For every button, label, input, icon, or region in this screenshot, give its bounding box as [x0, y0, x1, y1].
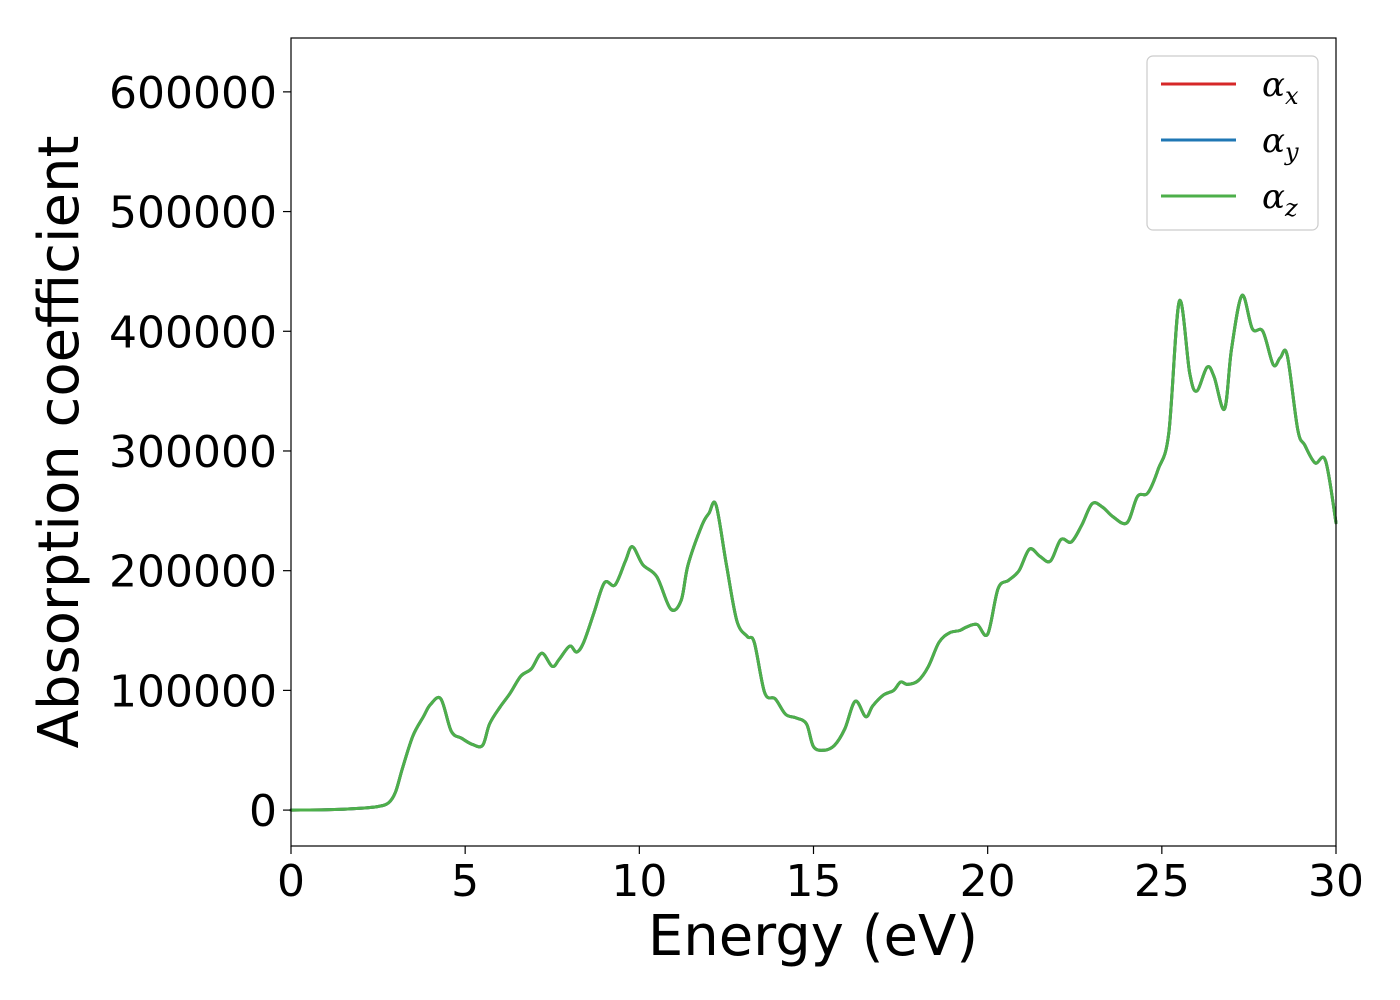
y-tick-label: 500000: [109, 188, 277, 239]
x-tick-label: 5: [451, 856, 479, 907]
y-tick-label: 200000: [109, 547, 277, 598]
x-axis-ticks: 0 5 10 15 20 25 30: [277, 846, 1364, 907]
y-axis-ticks: 0 100000 200000 300000 400000 500000 600000: [109, 68, 291, 837]
legend: αx αy αz: [1146, 55, 1319, 231]
x-tick-label: 20: [960, 856, 1016, 907]
y-tick-label: 0: [249, 786, 277, 837]
y-tick-label: 100000: [109, 666, 277, 717]
legend-label-z: αz: [1262, 177, 1298, 222]
x-tick-label: 15: [786, 856, 842, 907]
series-line-y: [289, 293, 1338, 812]
legend-box: [1146, 55, 1319, 231]
legend-label-x: αx: [1262, 65, 1299, 110]
plot-frame: [290, 37, 1337, 847]
y-axis-label: Absorption coefficient: [27, 136, 92, 749]
legend-label-y: αy: [1262, 121, 1299, 166]
plot-lines: [289, 293, 1338, 812]
x-tick-label: 30: [1308, 856, 1364, 907]
y-tick-label: 300000: [109, 427, 277, 478]
x-tick-label: 10: [611, 856, 667, 907]
y-tick-label: 400000: [109, 307, 277, 358]
y-tick-label: 600000: [109, 68, 277, 119]
x-tick-label: 25: [1134, 856, 1190, 907]
series-line-x: [289, 293, 1338, 812]
x-tick-label: 0: [277, 856, 305, 907]
x-axis-label: Energy (eV): [648, 904, 978, 969]
series-line-z: [289, 293, 1338, 812]
